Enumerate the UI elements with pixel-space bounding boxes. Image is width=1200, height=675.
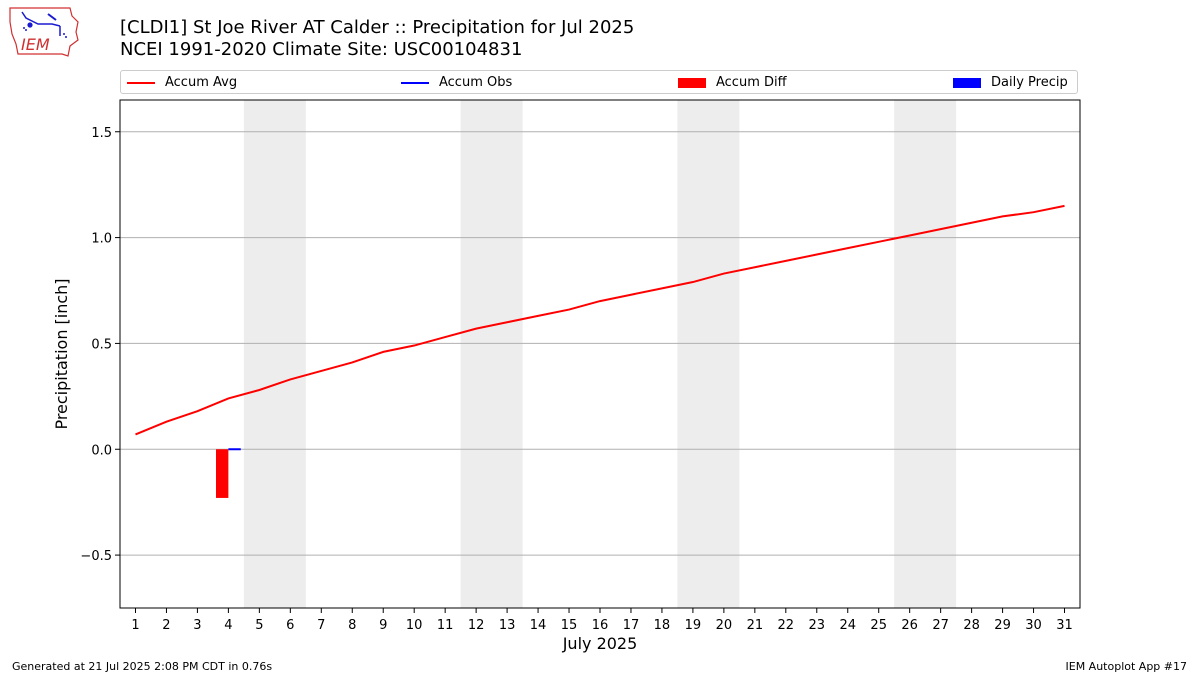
x-tick-label: 8 bbox=[348, 618, 356, 633]
x-tick-label: 30 bbox=[1025, 618, 1042, 633]
legend-item-daily-precip: Daily Precip bbox=[953, 74, 1068, 92]
x-tick-label: 16 bbox=[592, 618, 609, 633]
weekend-band-3 bbox=[677, 100, 740, 608]
x-tick-label: 20 bbox=[716, 618, 733, 633]
y-axis-label: Precipitation [inch] bbox=[52, 278, 71, 429]
y-tick-label: 0.0 bbox=[91, 443, 112, 458]
y-axis-ticks: −0.5 0.0 0.5 1.0 1.5 bbox=[80, 126, 120, 564]
y-tick-label: 1.5 bbox=[91, 126, 112, 141]
x-tick-label: 22 bbox=[778, 618, 795, 633]
legend-label-accum-avg: Accum Avg bbox=[165, 75, 238, 90]
x-tick-label: 27 bbox=[932, 618, 949, 633]
x-tick-label: 4 bbox=[224, 618, 232, 633]
x-axis-label: July 2025 bbox=[562, 634, 638, 653]
x-tick-label: 19 bbox=[685, 618, 702, 633]
x-tick-label: 25 bbox=[870, 618, 887, 633]
x-tick-label: 12 bbox=[468, 618, 485, 633]
weekend-bands bbox=[243, 100, 957, 608]
x-tick-label: 1 bbox=[131, 618, 139, 633]
x-tick-label: 3 bbox=[193, 618, 201, 633]
x-tick-label: 10 bbox=[406, 618, 423, 633]
footer-generated: Generated at 21 Jul 2025 2:08 PM CDT in … bbox=[12, 660, 273, 673]
chart-marks bbox=[135, 204, 1065, 498]
x-tick-label: 2 bbox=[162, 618, 170, 633]
x-tick-label: 26 bbox=[901, 618, 918, 633]
x-tick-label: 21 bbox=[747, 618, 764, 633]
legend: Accum Avg Accum Obs Accum Diff Daily Pre… bbox=[120, 70, 1078, 94]
accum-avg-swatch bbox=[127, 81, 155, 84]
legend-item-accum-avg: Accum Avg bbox=[127, 74, 237, 92]
accum-obs-swatch bbox=[401, 81, 429, 84]
legend-label-accum-diff: Accum Diff bbox=[716, 75, 787, 90]
chart-title: [CLDI1] St Joe River AT Calder :: Precip… bbox=[120, 17, 634, 61]
title-line-2: NCEI 1991-2020 Climate Site: USC00104831 bbox=[120, 39, 523, 60]
legend-item-accum-diff: Accum Diff bbox=[678, 74, 787, 92]
footer-app: IEM Autoplot App #17 bbox=[1065, 660, 1188, 673]
x-tick-label: 31 bbox=[1056, 618, 1073, 633]
legend-label-daily-precip: Daily Precip bbox=[991, 75, 1068, 90]
iowa-map-icon: IEM bbox=[9, 7, 79, 57]
logo-text: IEM bbox=[21, 35, 50, 54]
weekend-band-2 bbox=[460, 100, 523, 608]
daily-precip-bar bbox=[228, 448, 241, 451]
legend-label-accum-obs: Accum Obs bbox=[439, 75, 513, 90]
x-tick-label: 29 bbox=[994, 618, 1011, 633]
x-tick-label: 18 bbox=[654, 618, 671, 633]
x-tick-label: 17 bbox=[623, 618, 640, 633]
iem-logo: IEM bbox=[8, 6, 80, 58]
x-tick-label: 6 bbox=[286, 618, 294, 633]
x-tick-label: 28 bbox=[963, 618, 980, 633]
y-tick-label: 0.5 bbox=[91, 337, 112, 352]
x-tick-label: 15 bbox=[561, 618, 578, 633]
x-tick-label: 23 bbox=[809, 618, 826, 633]
x-tick-label: 11 bbox=[437, 618, 454, 633]
daily-precip-swatch bbox=[953, 77, 981, 88]
accum-diff-swatch bbox=[678, 77, 706, 88]
weekend-band-4 bbox=[894, 100, 957, 608]
title-line-1: [CLDI1] St Joe River AT Calder :: Precip… bbox=[120, 17, 635, 38]
y-tick-label: 1.0 bbox=[91, 232, 112, 247]
y-tick-label: −0.5 bbox=[80, 549, 112, 564]
x-tick-label: 9 bbox=[379, 618, 387, 633]
accum-diff-bar bbox=[216, 449, 229, 498]
x-tick-label: 24 bbox=[839, 618, 856, 633]
x-tick-label: 13 bbox=[499, 618, 516, 633]
weekend-band-1 bbox=[243, 100, 306, 608]
series-accum-avg-line bbox=[135, 204, 1065, 436]
x-axis-ticks: 1 2 3 4 5 6 7 8 9 10 11 12 13 14 15 16 17 18 19 20 21 22 23 24 2… bbox=[131, 608, 1073, 633]
x-tick-label: 14 bbox=[530, 618, 547, 633]
x-tick-label: 7 bbox=[317, 618, 325, 633]
legend-item-accum-obs: Accum Obs bbox=[401, 74, 512, 92]
x-tick-label: 5 bbox=[255, 618, 263, 633]
gridlines bbox=[120, 131, 1080, 556]
